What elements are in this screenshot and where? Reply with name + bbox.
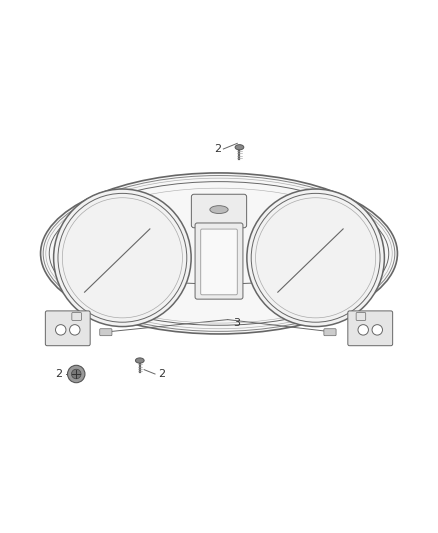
- Circle shape: [67, 365, 85, 383]
- Ellipse shape: [235, 144, 244, 150]
- FancyBboxPatch shape: [348, 311, 392, 346]
- Text: 2: 2: [158, 369, 165, 379]
- FancyBboxPatch shape: [100, 329, 112, 336]
- Circle shape: [71, 369, 81, 379]
- FancyBboxPatch shape: [46, 311, 90, 346]
- FancyBboxPatch shape: [195, 223, 243, 299]
- Circle shape: [247, 189, 385, 327]
- Text: 2: 2: [55, 369, 62, 379]
- Circle shape: [372, 325, 382, 335]
- FancyBboxPatch shape: [356, 312, 366, 320]
- Text: 3: 3: [233, 318, 240, 328]
- Circle shape: [70, 325, 80, 335]
- FancyBboxPatch shape: [191, 194, 247, 228]
- Circle shape: [53, 189, 191, 327]
- FancyBboxPatch shape: [201, 229, 237, 295]
- Text: 2: 2: [214, 144, 221, 154]
- Text: 1: 1: [105, 196, 112, 205]
- Ellipse shape: [135, 358, 144, 363]
- Ellipse shape: [41, 173, 397, 334]
- Circle shape: [56, 325, 66, 335]
- FancyBboxPatch shape: [324, 329, 336, 336]
- FancyBboxPatch shape: [72, 312, 81, 320]
- Circle shape: [358, 325, 368, 335]
- Ellipse shape: [210, 206, 228, 214]
